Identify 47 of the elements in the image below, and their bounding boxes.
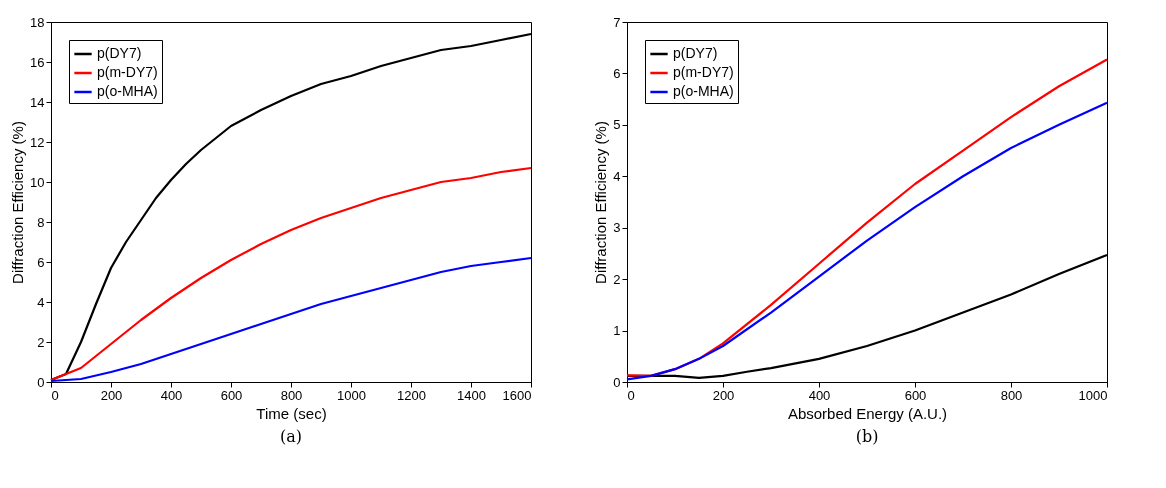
y-tick-label: 18 bbox=[30, 14, 45, 30]
x-axis-title: Time (sec) bbox=[256, 404, 327, 422]
x-tick-label: 1600 bbox=[502, 387, 532, 403]
y-tick-label: 1 bbox=[613, 323, 621, 339]
legend-label: p(m-DY7) bbox=[673, 64, 734, 80]
x-tick-label: 600 bbox=[220, 387, 243, 403]
x-tick-label: 0 bbox=[627, 387, 635, 403]
y-tick-label: 6 bbox=[37, 254, 45, 270]
x-tick-label: 0 bbox=[51, 387, 59, 403]
y-tick-label: 8 bbox=[37, 214, 45, 230]
legend-label: p(o-MHA) bbox=[97, 83, 158, 99]
text: (b) bbox=[855, 427, 879, 446]
y-tick-label: 5 bbox=[613, 117, 621, 133]
y-tick-label: 4 bbox=[613, 168, 621, 184]
y-tick-label: 10 bbox=[30, 174, 45, 190]
y-axis-title: Diffraction Efficiency (%) bbox=[592, 121, 610, 284]
line-series bbox=[49, 256, 533, 383]
x-tick-label: 800 bbox=[1000, 387, 1023, 403]
x-tick-label: 1400 bbox=[457, 387, 486, 403]
y-tick-label: 6 bbox=[613, 65, 621, 81]
y-axis-title: Diffraction Efficiency (%) bbox=[9, 121, 27, 284]
y-tick-label: 2 bbox=[37, 334, 45, 350]
x-tick-label: 200 bbox=[100, 387, 123, 403]
y-tick-label: 4 bbox=[37, 294, 45, 310]
y-tick-label: 0 bbox=[613, 374, 621, 390]
y-tick-label: 0 bbox=[37, 374, 45, 390]
text: (a) bbox=[279, 427, 303, 446]
x-tick-label: 400 bbox=[160, 387, 183, 403]
x-tick-label: 600 bbox=[904, 387, 927, 403]
x-tick-label: 200 bbox=[712, 387, 735, 403]
y-tick-label: 7 bbox=[613, 14, 621, 30]
y-tick-label: 14 bbox=[30, 94, 45, 110]
x-tick-label: 800 bbox=[280, 387, 303, 403]
x-tick-label: 1000 bbox=[337, 387, 366, 403]
y-tick-label: 3 bbox=[613, 220, 621, 236]
x-tick-label: 400 bbox=[808, 387, 831, 403]
legend-label: p(DY7) bbox=[97, 45, 142, 61]
y-tick-label: 2 bbox=[613, 271, 621, 287]
x-axis-title: Absorbed Energy (A.U.) bbox=[787, 404, 948, 422]
line-series bbox=[49, 166, 533, 382]
legend-label: p(DY7) bbox=[673, 45, 718, 61]
y-tick-label: 16 bbox=[30, 54, 45, 70]
legend-label: p(o-MHA) bbox=[673, 83, 734, 99]
y-tick-label: 12 bbox=[30, 134, 45, 150]
x-tick-label: 1200 bbox=[397, 387, 426, 403]
x-tick-label: 1000 bbox=[1078, 387, 1108, 403]
legend-label: p(m-DY7) bbox=[97, 64, 158, 80]
